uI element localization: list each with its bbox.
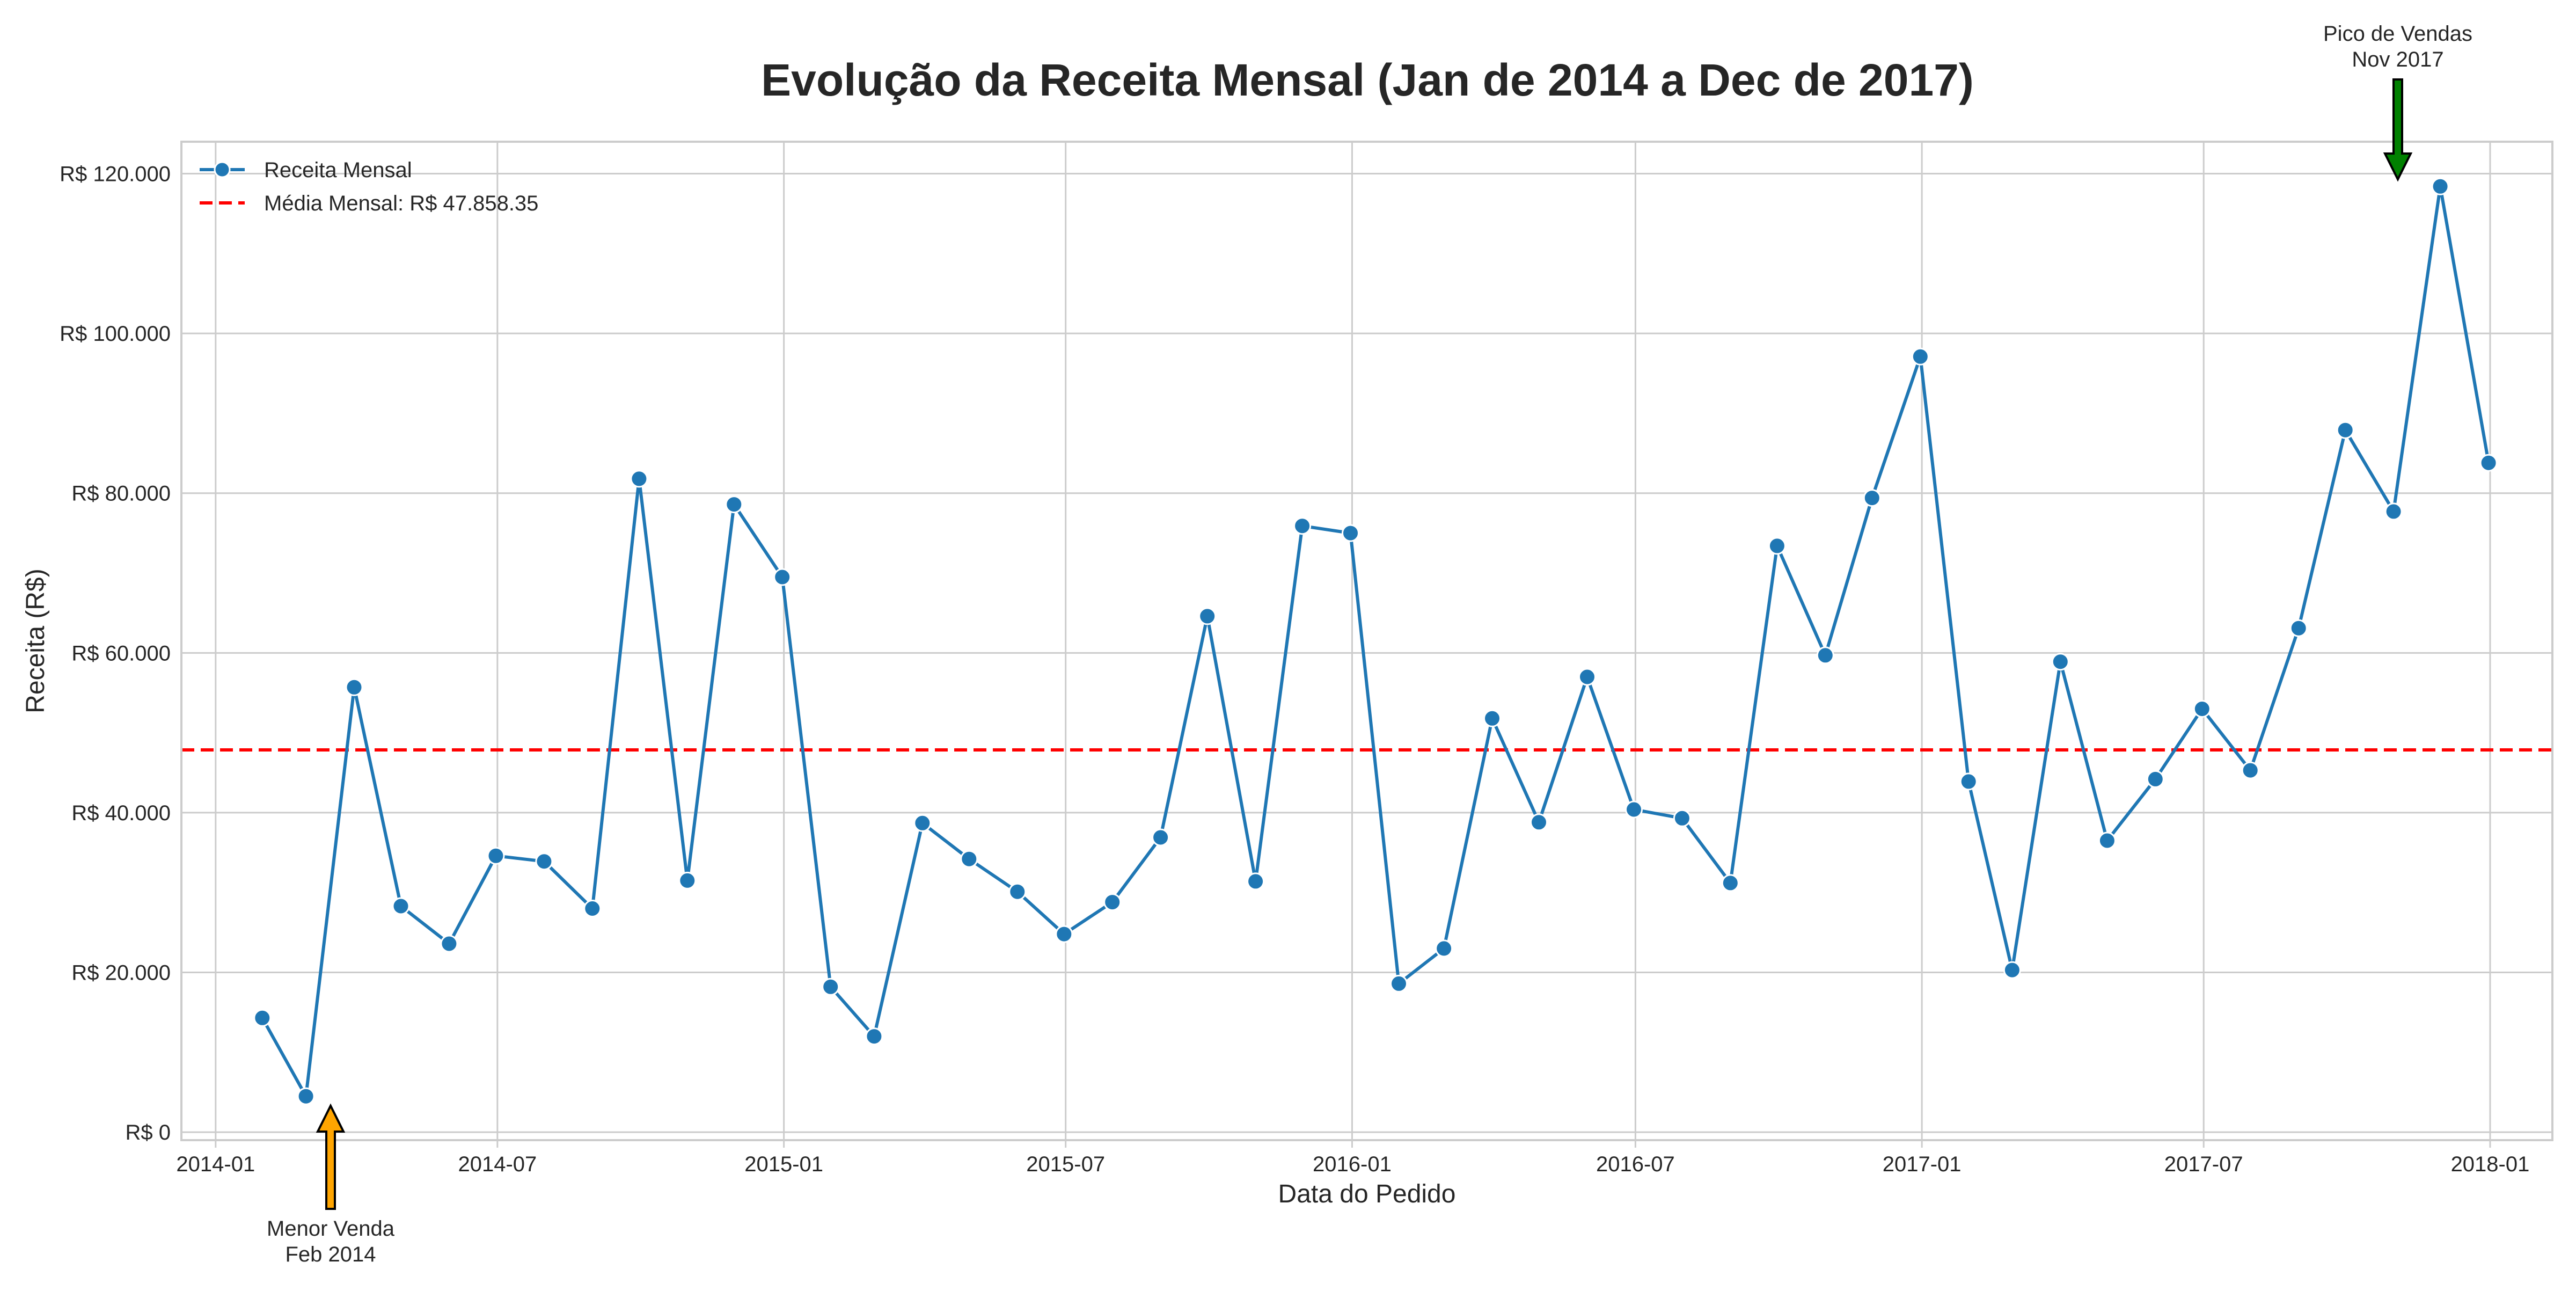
data-point bbox=[2336, 421, 2354, 439]
data-point bbox=[583, 900, 602, 917]
data-point bbox=[1293, 517, 1312, 535]
data-point bbox=[1390, 974, 1408, 993]
x-tick-label: 2014-07 bbox=[458, 1153, 537, 1176]
y-tick-label: R$ 40.000 bbox=[71, 801, 171, 825]
data-point bbox=[1530, 813, 1548, 832]
data-point bbox=[297, 1087, 315, 1105]
annotation-lowest-sale: Menor Venda Feb 2014 bbox=[267, 1103, 395, 1266]
data-point bbox=[1103, 893, 1122, 911]
plot-frame bbox=[180, 141, 2553, 1141]
data-point bbox=[440, 935, 458, 953]
data-point bbox=[2003, 961, 2021, 979]
x-tick-label: 2017-07 bbox=[2164, 1153, 2243, 1176]
data-point bbox=[2479, 454, 2498, 472]
legend-item-revenue: Receita Mensal bbox=[200, 158, 412, 182]
x-tick-label: 2015-01 bbox=[744, 1153, 823, 1176]
data-point bbox=[1959, 772, 1978, 791]
y-tick-label: R$ 20.000 bbox=[71, 961, 171, 985]
data-point bbox=[773, 568, 792, 586]
revenue-series-line bbox=[261, 185, 2491, 1098]
x-tick-label: 2017-01 bbox=[1883, 1153, 1962, 1176]
x-tick-label: 2014-01 bbox=[176, 1153, 255, 1176]
data-point bbox=[865, 1027, 883, 1046]
data-point bbox=[2051, 653, 2069, 671]
x-tick-label: 2016-07 bbox=[1596, 1153, 1675, 1176]
legend-label-mean: Média Mensal: R$ 47.858.35 bbox=[264, 192, 538, 215]
x-tick-label: 2018-01 bbox=[2451, 1153, 2530, 1176]
data-point bbox=[1055, 925, 1073, 943]
data-point bbox=[253, 1009, 272, 1027]
x-axis-label: Data do Pedido bbox=[1278, 1180, 1456, 1208]
data-point bbox=[2146, 770, 2164, 788]
y-tick-label: R$ 0 bbox=[126, 1121, 171, 1144]
annotation-low-line1: Menor Venda bbox=[267, 1217, 395, 1241]
data-point bbox=[960, 850, 978, 868]
y-tick-label: R$ 100.000 bbox=[60, 322, 171, 346]
x-tick-label: 2015-07 bbox=[1026, 1153, 1105, 1176]
data-point bbox=[1911, 347, 1929, 366]
chart-title: Evolução da Receita Mensal (Jan de 2014 … bbox=[761, 55, 1974, 105]
data-point bbox=[678, 871, 697, 889]
data-point bbox=[392, 897, 410, 915]
legend-item-mean: Média Mensal: R$ 47.858.35 bbox=[200, 192, 538, 215]
data-point bbox=[1768, 537, 1786, 555]
y-axis-label: Receita (R$) bbox=[21, 568, 50, 713]
data-point bbox=[1152, 828, 1170, 847]
data-point bbox=[1721, 874, 1739, 892]
data-point bbox=[822, 978, 840, 996]
data-point bbox=[1483, 709, 1501, 727]
annotation-peak-arrow-icon bbox=[2383, 78, 2413, 182]
data-point bbox=[535, 852, 553, 871]
data-point bbox=[1625, 800, 1643, 819]
data-point bbox=[913, 814, 932, 832]
chart-legend: Receita Mensal Média Mensal: R$ 47.858.3… bbox=[200, 158, 538, 215]
revenue-series-points bbox=[253, 177, 2498, 1105]
data-point bbox=[345, 678, 363, 696]
data-point bbox=[2431, 177, 2449, 195]
plot-gridlines bbox=[181, 142, 2552, 1140]
data-point bbox=[1198, 607, 1217, 625]
x-tick-label: 2016-01 bbox=[1313, 1153, 1392, 1176]
legend-label-revenue: Receita Mensal bbox=[264, 158, 412, 182]
data-point bbox=[725, 495, 743, 514]
data-point bbox=[2289, 619, 2308, 637]
data-point bbox=[1578, 668, 1596, 686]
y-axis-ticks: R$ 0 R$ 20.000 R$ 40.000 R$ 60.000 R$ 80.000… bbox=[60, 163, 171, 1145]
annotation-low-line2: Feb 2014 bbox=[285, 1243, 376, 1266]
data-point bbox=[487, 847, 505, 865]
data-point bbox=[2384, 502, 2403, 521]
legend-swatch-revenue-marker bbox=[214, 161, 231, 178]
data-point bbox=[1816, 646, 1834, 665]
y-tick-label: R$ 80.000 bbox=[71, 482, 171, 506]
annotation-peak-line1: Pico de Vendas bbox=[2323, 22, 2472, 46]
data-point bbox=[1247, 872, 1265, 891]
data-point bbox=[2098, 832, 2116, 850]
annotation-low-arrow-icon bbox=[316, 1103, 346, 1210]
annotation-peak-line2: Nov 2017 bbox=[2352, 48, 2443, 71]
y-tick-label: R$ 120.000 bbox=[60, 163, 171, 186]
annotation-peak-sales: Pico de Vendas Nov 2017 bbox=[2323, 22, 2472, 182]
y-tick-label: R$ 60.000 bbox=[71, 641, 171, 665]
data-point bbox=[1673, 809, 1691, 827]
data-point bbox=[2241, 761, 2259, 779]
data-point bbox=[630, 470, 648, 488]
data-point bbox=[2193, 700, 2211, 718]
data-point bbox=[1342, 524, 1359, 542]
data-point bbox=[1863, 489, 1881, 507]
revenue-series bbox=[253, 177, 2498, 1105]
data-point bbox=[1435, 939, 1453, 958]
x-axis-ticks: 2014-01 2014-07 2015-01 2015-07 2016-01 2016-… bbox=[176, 1140, 2529, 1176]
data-point bbox=[1008, 882, 1027, 901]
